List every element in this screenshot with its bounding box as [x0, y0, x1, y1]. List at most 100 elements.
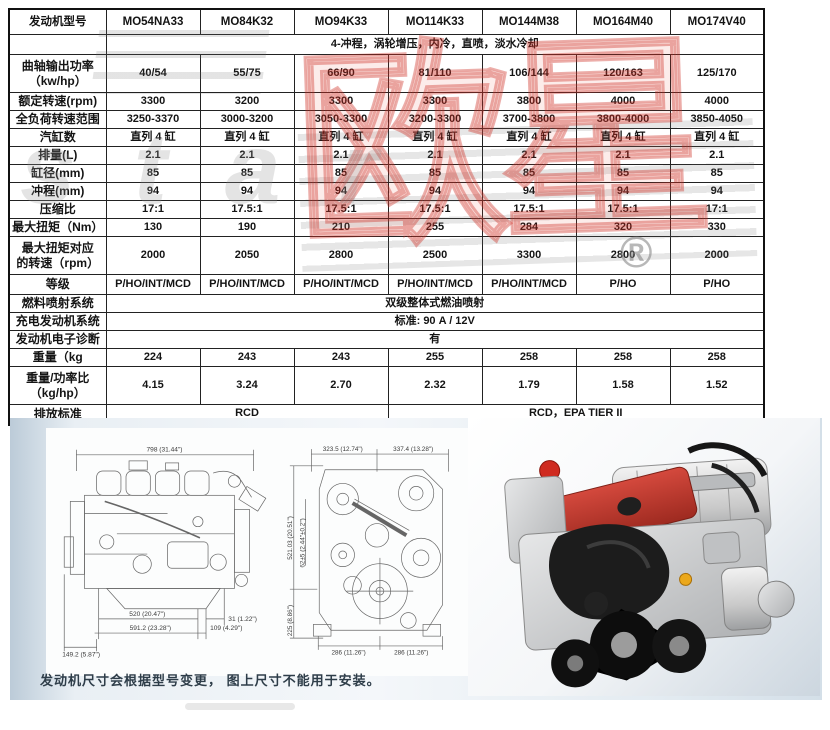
spec-cell: P/HO [669, 274, 765, 295]
model-header-MO164M40: MO164M40 [575, 8, 671, 35]
spec-cell: 130 [105, 218, 201, 237]
spec-cell: 2.1 [199, 146, 295, 165]
spec-cell: 3200 [199, 92, 295, 111]
spec-cell: 3800-4000 [575, 110, 671, 129]
spec-row-9: 最大扭矩（Nm） 130 190 210 255 284 320 330 [8, 218, 765, 237]
engine-photo [504, 442, 795, 688]
dim-label-591: 591.2 (23.28") [130, 625, 171, 632]
spec-cell: P/HO [575, 274, 671, 295]
spec-cell: 3300 [481, 236, 577, 275]
spec-cell: 17:1 [669, 200, 765, 219]
spec-cell: 94 [481, 182, 577, 201]
spec-cell: 直列 4 缸 [293, 128, 389, 147]
spec-cell: 2050 [199, 236, 295, 275]
spec-cell: 2.1 [105, 146, 201, 165]
spec-cell: 2500 [387, 236, 483, 275]
dim-label-109: 109 (4.29") [210, 625, 242, 632]
spec-cell: 4000 [669, 92, 765, 111]
dim-label-31: 31 (1.22") [228, 616, 257, 623]
spec-cell: 85 [575, 164, 671, 183]
model-header-MO94K33: MO94K33 [293, 8, 389, 35]
spec-cell: 直列 4 缸 [575, 128, 671, 147]
spec-cell: 243 [199, 348, 295, 367]
dim-label-3235: 323.5 (12.74") [323, 446, 363, 453]
row-label [8, 34, 107, 55]
spec-cell: 直列 4 缸 [105, 128, 201, 147]
spec-row-5: 排量(L) 2.1 2.1 2.1 2.1 2.1 2.1 2.1 [8, 146, 765, 165]
spec-cell: 4000 [575, 92, 671, 111]
model-header-MO174V40: MO174V40 [669, 8, 765, 35]
spec-cell: 4-冲程，涡轮增压，内冷，直喷，淡水冷却 [105, 34, 765, 55]
spec-cell: 85 [387, 164, 483, 183]
spec-cell: 40/54 [105, 54, 201, 93]
spec-cell: 320 [575, 218, 671, 237]
row-label: 最大扭矩对应 的转速（rpm） [8, 236, 107, 275]
spec-row-10: 最大扭矩对应 的转速（rpm） 2000 2050 2800 2500 3300 2800 20… [8, 236, 765, 275]
spec-cell: 255 [387, 348, 483, 367]
spec-cell: 94 [293, 182, 389, 201]
spec-cell: 2000 [669, 236, 765, 275]
model-header-MO144M38: MO144M38 [481, 8, 577, 35]
model-header-MO54NA33: MO54NA33 [105, 8, 201, 35]
row-label: 缸径(mm) [8, 164, 107, 183]
spec-cell: 2800 [293, 236, 389, 275]
spec-cell: 94 [105, 182, 201, 201]
spec-cell: 17.5:1 [293, 200, 389, 219]
spec-cell: 1.52 [669, 366, 765, 405]
spec-cell: 直列 4 缸 [387, 128, 483, 147]
spec-cell: 3300 [293, 92, 389, 111]
spec-row-4: 汽缸数 直列 4 缸直列 4 缸直列 4 缸直列 4 缸直列 4 缸直列 4 缸直… [8, 128, 765, 147]
spec-cell: 2800 [575, 236, 671, 275]
spec-cell: 直列 4 缸 [481, 128, 577, 147]
spec-row-1: 曲轴输出功率 （kw/hp） 40/54 55/75 66/90 81/110 106/14… [8, 54, 765, 93]
spec-cell: 2.1 [387, 146, 483, 165]
spec-row-14: 发动机电子诊断有 [8, 330, 765, 349]
spec-cell: 330 [669, 218, 765, 237]
spec-cell: 17.5:1 [575, 200, 671, 219]
spec-cell: 3.24 [199, 366, 295, 405]
spec-row-12: 燃料喷射系统 双级整体式燃油喷射 [8, 294, 765, 313]
row-label: 排量(L) [8, 146, 107, 165]
spec-cell: 85 [105, 164, 201, 183]
spec-cell: 2.1 [575, 146, 671, 165]
spec-cell: 3000-3200 [199, 110, 295, 129]
spec-cell: 标准: 90 A / 12V [105, 312, 765, 331]
spec-row-8: 压缩比 17:1 17.5:1 17.5:1 17.5:1 17.5:1 17.5:1 17:… [8, 200, 765, 219]
row-label: 汽缸数 [8, 128, 107, 147]
spec-row-16: 重量/功率比 （kg/hp） 4.15 3.24 2.70 2.32 1.79 1.58 1.5… [8, 366, 765, 405]
spec-cell: 17.5:1 [481, 200, 577, 219]
spec-cell: 66/90 [293, 54, 389, 93]
spec-row-15: 重量（kg 224 243 243 255 258 258 258 [8, 348, 765, 367]
spec-row-6: 缸径(mm) 85 85 85 85 85 85 85 [8, 164, 765, 183]
dim-label-225: 225 (8.86") [287, 605, 294, 636]
spec-cell: 4.15 [105, 366, 201, 405]
dim-label-62: 62±5 (2.44"±0.2") [300, 518, 307, 567]
row-label: 额定转速(rpm) [8, 92, 107, 111]
spec-cell: 3250-3370 [105, 110, 201, 129]
engineering-drawings-box: 798 (31.44") [46, 428, 470, 676]
spec-cell: P/HO/INT/MCD [387, 274, 483, 295]
spec-row-11: 等级 P/HO/INT/MCD P/HO/INT/MCD P/HO/INT/MCD P/… [8, 274, 765, 295]
spec-cell: 2.70 [293, 366, 389, 405]
spec-cell: 190 [199, 218, 295, 237]
row-label: 发动机电子诊断 [8, 330, 107, 349]
engine-side-view-drawing: 798 (31.44") [62, 447, 267, 658]
spec-cell: 直列 4 缸 [669, 128, 765, 147]
spec-row-2: 额定转速(rpm) 3300 3200 3300 3300 3800 4000 4000 [8, 92, 765, 111]
spec-cell: 255 [387, 218, 483, 237]
spec-cell: 3700-3800 [481, 110, 577, 129]
row-label: 曲轴输出功率 （kw/hp） [8, 54, 107, 93]
spec-cell: 3200-3300 [387, 110, 483, 129]
row-label: 全负荷转速范围 [8, 110, 107, 129]
spec-cell: 2.32 [387, 366, 483, 405]
spec-table-body: 4-冲程，涡轮增压，内冷，直喷，淡水冷却 曲轴输出功率 （kw/hp） 40/54 55… [8, 34, 765, 425]
row-label: 重量/功率比 （kg/hp） [8, 366, 107, 405]
spec-cell: 94 [669, 182, 765, 201]
model-header-row: 发动机型号 MO54NA33 MO84K32 MO94K33 MO114K33 MO144… [8, 8, 765, 35]
dim-label-286-left: 286 (11.26") [331, 650, 365, 657]
model-header-MO114K33: MO114K33 [387, 8, 483, 35]
row-label: 压缩比 [8, 200, 107, 219]
spec-cell: 3300 [105, 92, 201, 111]
row-label: 最大扭矩（Nm） [8, 218, 107, 237]
spec-cell: 106/144 [481, 54, 577, 93]
